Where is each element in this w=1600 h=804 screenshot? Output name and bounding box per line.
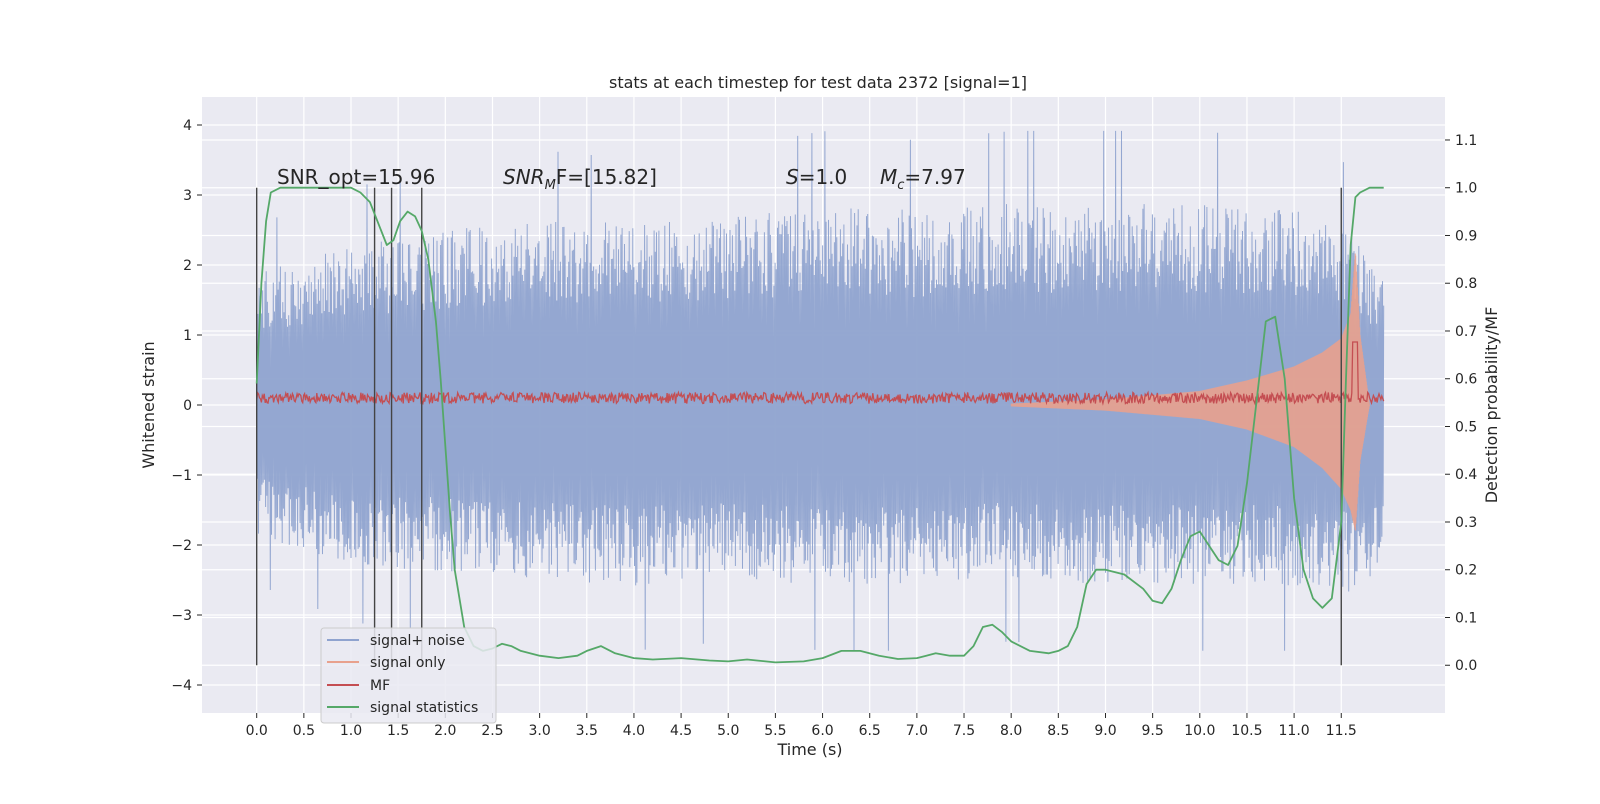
y-tick-label: 4 — [183, 118, 192, 134]
x-tick-label: 3.5 — [576, 723, 598, 739]
vertical-markers — [255, 187, 1342, 666]
right-tick-label: 0.0 — [1455, 658, 1477, 674]
x-tick-label: 0.0 — [246, 723, 268, 739]
y-axis-label: Whitened strain — [139, 341, 158, 468]
annotation-mc: Mc=7.97 — [880, 165, 966, 193]
x-tick-label: 2.0 — [434, 723, 456, 739]
x-tick-label: 7.0 — [906, 723, 928, 739]
right-axis-ticks: 1.1 1.0 0.9 0.8 0.7 0.6 0.5 0.4 0.3 0.2 0.1 0.0 — [1445, 133, 1477, 674]
legend-label-signal-noise: signal+ noise — [370, 633, 465, 649]
x-tick-label: 5.5 — [764, 723, 786, 739]
x-axis-label: Time (s) — [776, 740, 842, 759]
x-tick-label: 4.5 — [670, 723, 692, 739]
annotation-snr-opt: SNR_opt=15.96 — [277, 165, 435, 189]
legend-box — [320, 627, 497, 724]
x-tick-label: 10.5 — [1231, 723, 1262, 739]
x-tick-label: 8.5 — [1047, 723, 1069, 739]
x-tick-label: 8.0 — [1000, 723, 1022, 739]
x-tick-label: 1.0 — [340, 723, 362, 739]
x-tick-label: 9.5 — [1142, 723, 1164, 739]
legend: signal+ noise signal only MF signal stat… — [320, 627, 497, 724]
signal-statistics-line — [255, 186, 1384, 664]
y-tick-label: −1 — [171, 468, 192, 484]
right-tick-label: 0.7 — [1455, 324, 1477, 340]
y-tick-label: −2 — [171, 538, 192, 554]
y-tick-label: 1 — [183, 328, 192, 344]
right-tick-label: 1.0 — [1455, 181, 1477, 197]
y-tick-label: −3 — [171, 608, 192, 624]
x-tick-label: 11.5 — [1326, 723, 1357, 739]
right-tick-label: 0.9 — [1455, 228, 1477, 244]
signal-noise-line — [256, 130, 1385, 651]
right-tick-label: 0.5 — [1455, 419, 1477, 435]
right-tick-label: 0.4 — [1455, 467, 1477, 483]
mf-line — [256, 341, 1385, 407]
x-tick-label: 10.0 — [1184, 723, 1215, 739]
x-tick-label: 1.5 — [387, 723, 409, 739]
y-axis-ticks: 4 3 2 1 0 −1 −2 −3 −4 — [171, 118, 202, 694]
annotation-snr-mf: SNRMF=[15.82] — [503, 165, 657, 193]
x-tick-label: 5.0 — [717, 723, 739, 739]
series-signal-only — [1010, 253, 1371, 531]
y-tick-label: 2 — [183, 258, 192, 274]
x-tick-label: 11.0 — [1279, 723, 1310, 739]
x-tick-label: 6.5 — [859, 723, 881, 739]
series-signal-noise — [256, 130, 1385, 651]
y-tick-label: 0 — [183, 398, 192, 414]
legend-label-signal-statistics: signal statistics — [370, 700, 478, 716]
x-tick-label: 4.0 — [623, 723, 645, 739]
legend-label-mf: MF — [370, 678, 390, 694]
right-tick-label: 0.3 — [1455, 515, 1477, 531]
y-tick-label: −4 — [171, 678, 192, 694]
x-tick-label: 7.5 — [953, 723, 975, 739]
right-tick-label: 0.6 — [1455, 372, 1477, 388]
series-mf — [256, 341, 1385, 407]
right-tick-label: 1.1 — [1455, 133, 1477, 149]
x-tick-label: 0.5 — [293, 723, 315, 739]
y-tick-label: 3 — [183, 188, 192, 204]
right-tick-label: 0.2 — [1455, 563, 1477, 579]
right-axis-label: Detection probability/MF — [1482, 307, 1501, 504]
right-tick-label: 0.8 — [1455, 276, 1477, 292]
signal-only-line — [1010, 253, 1371, 531]
legend-label-signal-only: signal only — [370, 655, 445, 671]
annotation-s: S=1.0 — [786, 165, 847, 189]
x-tick-label: 2.5 — [481, 723, 503, 739]
right-tick-label: 0.1 — [1455, 610, 1477, 626]
x-tick-label: 6.0 — [811, 723, 833, 739]
x-tick-label: 3.0 — [528, 723, 550, 739]
series-signal-statistics — [255, 186, 1384, 664]
chart-title: stats at each timestep for test data 237… — [609, 73, 1027, 92]
x-tick-label: 9.0 — [1094, 723, 1116, 739]
x-axis-ticks: 0.0 0.5 1.0 1.5 2.0 2.5 3.0 3.5 4.0 4.5 5.0 5.5 6.0 6… — [246, 713, 1357, 739]
